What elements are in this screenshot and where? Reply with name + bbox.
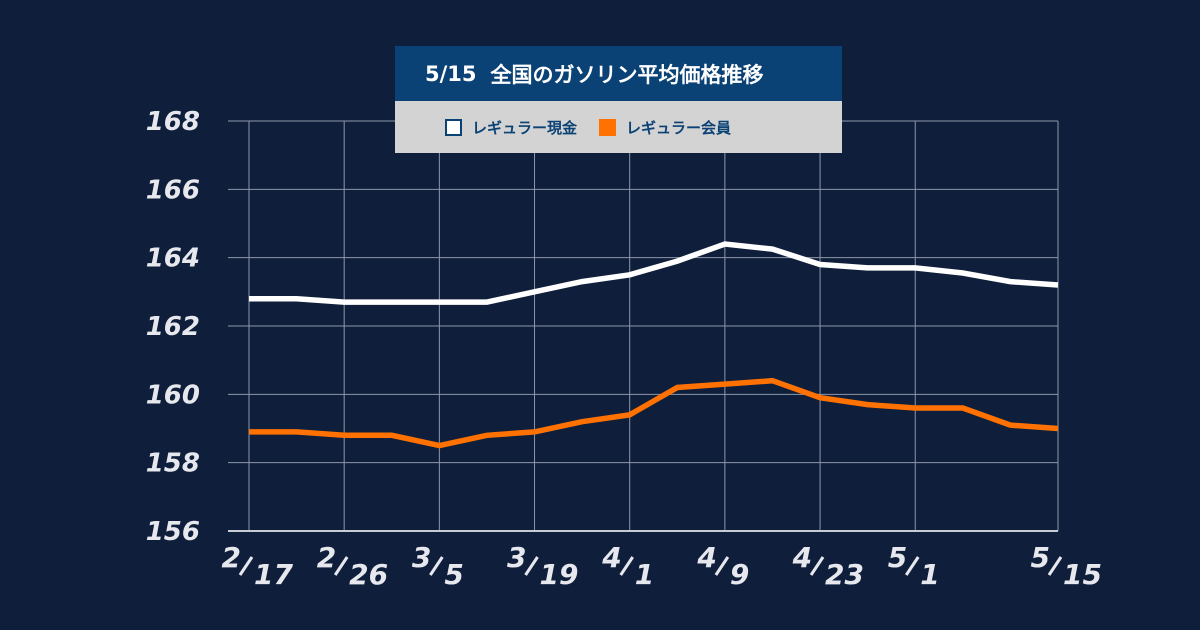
series: [249, 241, 1059, 449]
x-tick-label: 4 23: [792, 541, 864, 591]
x-tick-slash: [904, 556, 920, 576]
y-axis-ticks: 156 158 160 162 164 166 168: [146, 107, 200, 547]
x-tick-day: 5: [444, 558, 463, 591]
y-tick-label: 158: [146, 449, 200, 479]
x-tick-day: 1: [920, 558, 939, 591]
x-tick-slash: [524, 556, 539, 576]
legend-label-regular-cash: レギュラー現金: [472, 118, 578, 137]
x-tick-month: 2: [222, 541, 241, 574]
legend-label-regular-member: レギュラー会員: [626, 118, 732, 137]
chart-title-date: 5/15: [425, 61, 477, 86]
series-line-regular-cash: [249, 241, 1059, 305]
grid: [228, 120, 1059, 531]
x-tick-label: 41: [601, 541, 654, 591]
x-tick-slash: [809, 556, 825, 576]
x-tick-month: 3: [412, 541, 431, 574]
y-tick-label: 162: [146, 312, 200, 342]
x-tick-month: 5: [1031, 541, 1050, 574]
legend-swatch-orange: [599, 118, 617, 136]
x-tick-month: 4: [696, 541, 716, 574]
x-tick-label: 3 19: [507, 541, 578, 591]
x-tick-month: 3: [507, 541, 526, 574]
x-tick-slash: [1047, 556, 1063, 576]
x-tick-day: 15: [1063, 558, 1102, 591]
x-tick-label: 5 15: [1031, 541, 1102, 591]
x-tick-day: 9: [730, 558, 749, 591]
x-tick-month: 5: [888, 541, 907, 574]
x-tick-label: 51: [888, 541, 940, 591]
x-tick-slash: [619, 556, 634, 576]
x-tick-label: 35: [412, 541, 464, 591]
x-tick-day: 17: [254, 558, 293, 591]
x-tick-label: 2 26: [317, 541, 388, 591]
y-tick-label: 164: [146, 244, 200, 274]
chart-title: 全国のガソリン平均価格推移: [490, 62, 764, 87]
y-tick-label: 156: [146, 517, 200, 547]
legend-swatch-white: [445, 118, 462, 136]
x-tick-slash: [238, 556, 254, 576]
x-tick-month: 2: [317, 541, 336, 574]
series-line-regular-member: [249, 377, 1059, 449]
legend: レギュラー現金 レギュラー会員: [395, 101, 842, 153]
legend-item-regular-member: レギュラー会員: [599, 117, 731, 138]
y-tick-label: 166: [146, 175, 200, 205]
x-tick-day: 23: [825, 558, 864, 591]
x-tick-day: 26: [349, 558, 388, 591]
x-tick-month: 4: [792, 541, 812, 574]
x-tick-slash: [429, 556, 444, 576]
x-tick-slash: [714, 556, 730, 576]
x-tick-day: 1: [635, 558, 654, 591]
x-tick-label: 2 17: [222, 541, 294, 591]
y-tick-label: 168: [146, 107, 200, 137]
legend-item-regular-cash: レギュラー現金: [445, 117, 577, 138]
x-tick-label: 49: [696, 541, 749, 591]
x-tick-month: 4: [601, 541, 621, 574]
chart-title-box: 5/15 全国のガソリン平均価格推移: [395, 46, 842, 101]
x-tick-slash: [333, 556, 349, 576]
x-tick-day: 19: [540, 558, 579, 591]
y-tick-label: 160: [146, 380, 200, 410]
